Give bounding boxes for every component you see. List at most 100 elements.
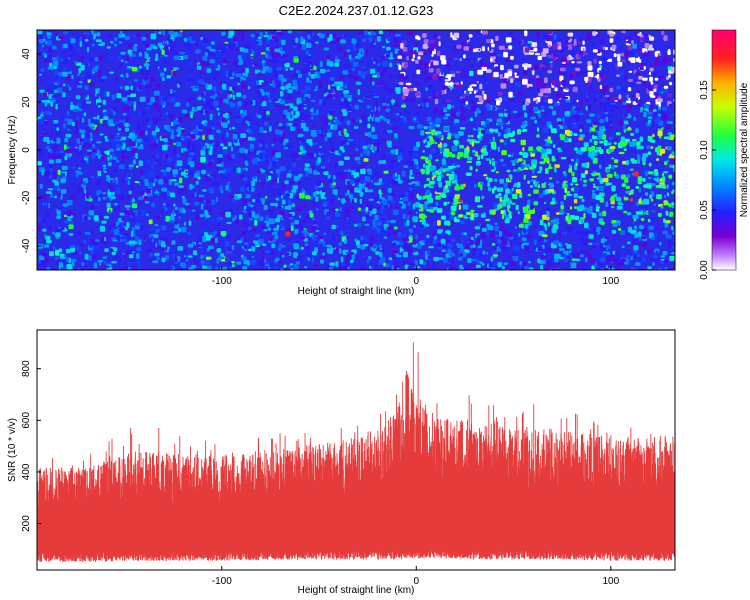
heatmap-cell: [162, 77, 165, 82]
heatmap-cell: [518, 232, 521, 237]
heatmap-cell: [94, 203, 99, 206]
heatmap-cell: [209, 48, 215, 52]
heatmap-cell: [171, 179, 177, 182]
heatmap-cell: [579, 204, 585, 210]
heatmap-cell: [231, 153, 236, 159]
heatmap-cell: [447, 87, 451, 93]
heatmap-cell: [385, 151, 391, 155]
heatmap-cell: [280, 86, 285, 90]
heatmap-cell: [301, 188, 305, 192]
heatmap-cell: [75, 135, 80, 139]
heatmap-cell: [658, 62, 665, 66]
heatmap-cell: [294, 228, 299, 235]
heatmap-cell: [355, 148, 359, 152]
heatmap-cell: [273, 227, 279, 231]
heatmap-cell: [561, 94, 566, 98]
heatmap-cell: [607, 114, 614, 120]
heatmap-cell: [564, 129, 571, 135]
heatmap-cell: [557, 125, 560, 131]
heatmap-cell: [55, 208, 59, 211]
heatmap-cell: [68, 71, 73, 75]
heatmap-cell: [653, 71, 657, 77]
heatmap-cell: [147, 248, 152, 254]
heatmap-cell: [183, 43, 187, 47]
heatmap-cell: [37, 181, 40, 184]
heatmap-cell: [39, 35, 43, 39]
heatmap-cell: [250, 81, 254, 85]
heatmap-cell: [62, 83, 66, 87]
heatmap-cell: [659, 241, 662, 246]
heatmap-cell: [604, 94, 610, 98]
heatmap-cell: [93, 245, 100, 251]
heatmap-cell: [202, 43, 209, 47]
heatmap-cell: [292, 185, 299, 190]
heatmap-cell: [370, 180, 373, 183]
heatmap-cell: [216, 168, 219, 173]
heatmap-cell: [288, 199, 292, 205]
heatmap-cell: [510, 51, 514, 55]
heatmap-cell: [503, 262, 509, 265]
heatmap-cell: [491, 243, 496, 246]
heatmap-cell: [125, 56, 130, 62]
heatmap-cell: [534, 52, 541, 56]
heatmap-cell: [39, 73, 43, 76]
heatmap-cell: [189, 111, 194, 115]
heatmap-cell: [573, 43, 578, 46]
heatmap-cell: [141, 73, 147, 77]
heatmap-cell: [504, 194, 508, 200]
heatmap-cell: [76, 246, 80, 251]
heatmap-cell: [433, 256, 439, 262]
heatmap-cell: [453, 140, 459, 144]
heatmap-cell: [549, 59, 552, 63]
heatmap-cell: [105, 138, 109, 142]
heatmap-cell: [311, 225, 318, 230]
heatmap-cell: [524, 30, 528, 37]
heatmap-cell: [203, 90, 206, 96]
heatmap-cell: [55, 103, 58, 110]
heatmap-cell: [424, 201, 430, 205]
heatmap-cell: [183, 257, 187, 261]
heatmap-cell: [482, 250, 485, 255]
heatmap-cell: [298, 43, 302, 48]
heatmap-cell: [431, 172, 436, 176]
heatmap-cell: [613, 190, 617, 194]
heatmap-cell: [189, 183, 193, 190]
heatmap-cell: [337, 125, 342, 131]
heatmap-cell: [189, 40, 196, 44]
figure-title: C2E2.2024.237.01.12.G23: [279, 3, 434, 18]
heatmap-cell: [579, 134, 585, 138]
heatmap-cell: [387, 36, 390, 42]
heatmap-cell: [641, 156, 647, 162]
heatmap-cell: [585, 105, 588, 111]
heatmap-cell: [476, 239, 480, 244]
heatmap-cell: [45, 110, 50, 115]
heatmap-cell: [365, 185, 370, 188]
heatmap-cell: [345, 251, 351, 254]
heatmap-cell: [200, 228, 203, 232]
heatmap-cell: [103, 116, 109, 121]
heatmap-cell: [274, 105, 280, 108]
heatmap-cell: [388, 57, 394, 60]
heatmap-cell: [423, 184, 427, 189]
heatmap-cell: [571, 123, 577, 129]
heatmap-cell: [97, 170, 102, 177]
heatmap-cell: [526, 204, 530, 209]
heatmap-cell: [226, 221, 232, 224]
heatmap-cell: [240, 155, 246, 158]
heatmap-cell: [90, 251, 95, 254]
heatmap-cell: [277, 173, 280, 179]
heatmap-cell: [375, 229, 378, 234]
heatmap-cell: [413, 117, 416, 121]
heatmap-cell: [567, 44, 573, 50]
heatmap-cell: [467, 156, 473, 161]
heatmap-cell: [64, 137, 69, 143]
heatmap-cell: [581, 240, 587, 246]
heatmap-cell: [571, 61, 575, 64]
heatmap-cell: [441, 59, 447, 65]
heatmap-cell: [103, 151, 110, 154]
heatmap-cell: [397, 55, 403, 59]
heatmap-cell: [183, 37, 188, 42]
heatmap-cell: [97, 115, 100, 120]
heatmap-cell: [195, 180, 199, 185]
heatmap-cell: [639, 136, 644, 143]
